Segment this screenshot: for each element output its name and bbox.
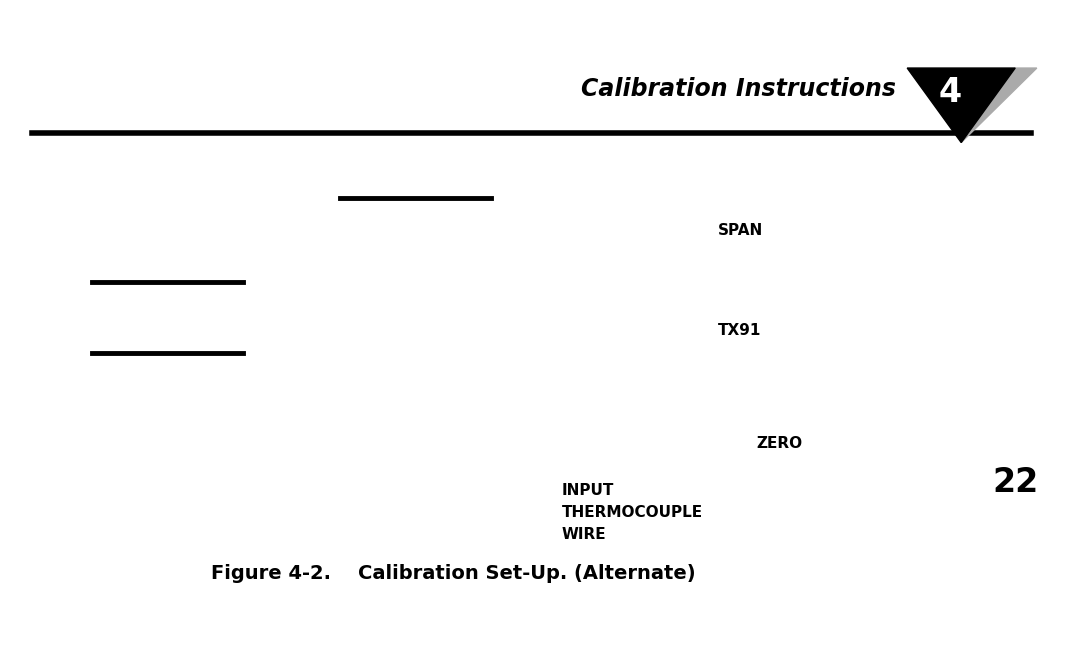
Text: 4: 4 — [939, 76, 962, 109]
Text: INPUT
THERMOCOUPLE
WIRE: INPUT THERMOCOUPLE WIRE — [562, 483, 703, 542]
Text: SPAN: SPAN — [718, 222, 764, 238]
Text: 22: 22 — [993, 467, 1038, 499]
Polygon shape — [961, 68, 1037, 143]
Text: TX91: TX91 — [718, 323, 761, 338]
Text: ZERO: ZERO — [756, 436, 802, 452]
Text: Calibration Instructions: Calibration Instructions — [581, 77, 896, 101]
Text: Figure 4-2.    Calibration Set-Up. (Alternate): Figure 4-2. Calibration Set-Up. (Alterna… — [212, 564, 696, 583]
Polygon shape — [907, 68, 1015, 143]
